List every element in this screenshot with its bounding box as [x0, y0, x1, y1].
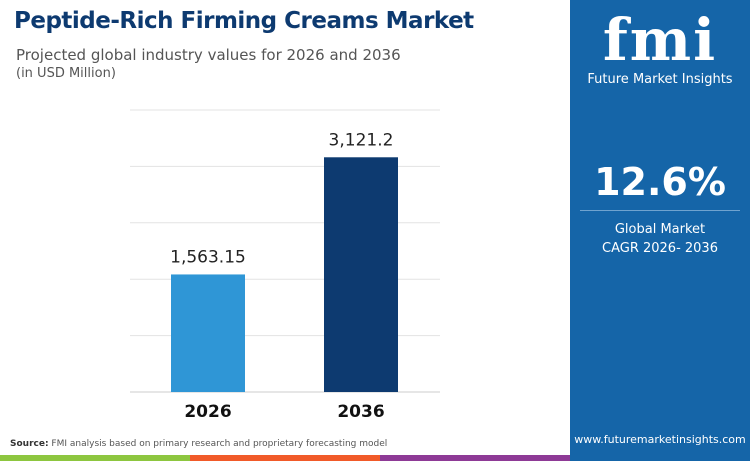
- source-label: Source:: [10, 439, 49, 449]
- x-tick-label: 2026: [184, 402, 231, 422]
- cagr-label-line1: Global Market: [614, 222, 706, 237]
- cagr-label: Global Market CAGR 2026- 2036: [570, 220, 750, 258]
- color-strip-purple: [380, 455, 570, 461]
- x-tick-label: 2036: [337, 402, 384, 422]
- chart-subtitle: Projected global industry values for 202…: [16, 46, 401, 64]
- bar-chart: 1,563.15 2026 3,121.2 2036: [130, 109, 440, 422]
- source-note: Source: FMI analysis based on primary re…: [10, 439, 387, 449]
- data-label: 3,121.2: [329, 130, 394, 150]
- bar-2026: [171, 274, 245, 392]
- data-label: 1,563.15: [170, 247, 246, 267]
- logo-mark: fmi: [602, 6, 718, 74]
- website-link[interactable]: www.futuremarketinsights.com: [574, 433, 746, 446]
- fmi-logo: fmi Future Market Insights: [570, 8, 750, 87]
- color-strip-orange: [190, 455, 380, 461]
- source-text: FMI analysis based on primary research a…: [48, 439, 388, 449]
- unit-label: (in USD Million): [16, 66, 116, 81]
- divider: [580, 210, 740, 211]
- chart-title: Peptide-Rich Firming Creams Market: [14, 8, 474, 34]
- cagr-value: 12.6%: [594, 160, 726, 204]
- cagr-label-line2: CAGR 2026- 2036: [602, 241, 718, 256]
- info-panel: fmi Future Market Insights 12.6% Global …: [570, 0, 750, 461]
- bar-2036: [324, 157, 398, 392]
- brand-name: Future Market Insights: [587, 72, 733, 87]
- color-strip-green: [0, 455, 190, 461]
